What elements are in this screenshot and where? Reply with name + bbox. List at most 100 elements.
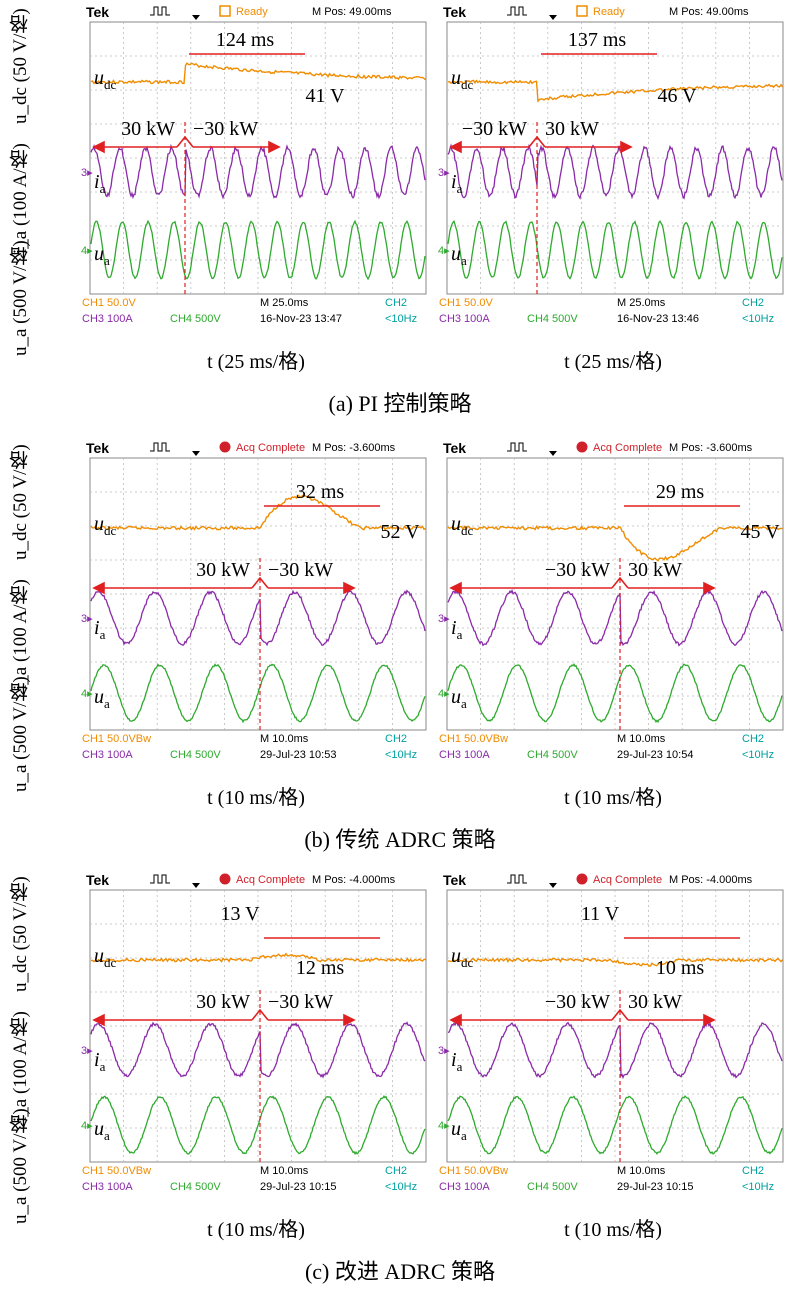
capture-date: 29-Jul-23 10:53 [260,749,336,761]
trigger-icon [507,6,527,16]
mpos-text: M Pos: -4.000ms [312,874,396,886]
trigger-position-marker [192,451,200,456]
ch1-setting: CH1 50.0VBw [439,1165,508,1177]
udc-trace-label: udc [451,513,474,538]
trigger-position-marker [192,15,200,20]
scope-panel: Tek Acq Complete M Pos: -4.000ms 3▸ 4▸ udc ia u… [80,870,433,1203]
ia-trace [447,143,783,201]
capture-date: 29-Jul-23 10:15 [617,1181,693,1193]
ch4-setting: CH4 500V [527,1181,578,1193]
subfigure-caption: (b) 传统 ADRC 策略 [304,827,496,852]
trigger-position-marker [549,883,557,888]
acq-status-icon [219,441,231,453]
timebase-setting: M 25.0ms [617,297,666,309]
timebase-setting: M 10.0ms [260,733,309,745]
ch1-setting: CH1 50.0VBw [82,733,151,745]
ch3-setting: CH3 100A [439,313,490,325]
udc-trace [90,952,426,963]
y-axis-label-ua: u_a (500 V/格) [10,1108,31,1224]
ch4-setting: CH4 500V [527,313,578,325]
timebase-setting: M 10.0ms [617,733,666,745]
graticule-grid [90,22,426,294]
trigger-position-marker [549,451,557,456]
ia-trace [90,589,426,647]
power-after-label: 30 kW [628,991,682,1013]
tek-logo: Tek [86,440,109,456]
timebase-setting: M 25.0ms [260,297,309,309]
ia-trace-label: ia [451,1049,463,1074]
trigger-frequency: <10Hz [742,749,774,761]
power-step-arrows [449,135,633,154]
scope-panel: Tek Acq Complete M Pos: -3.600ms 3▸ 4▸ udc ia u… [437,438,790,771]
ch1-setting: CH1 50.0V [439,297,493,309]
ch4-marker: 4▸ [81,688,93,700]
tek-logo: Tek [443,440,466,456]
power-before-label: −30 kW [462,118,527,140]
scope-panel: Tek Ready M Pos: 49.00ms 3▸ 4▸ udc ia ua −30 kW 3… [437,2,790,335]
voltage-deviation-annotation: 13 V [220,903,260,925]
acq-status-icon [576,441,588,453]
status-text: Ready [593,6,625,18]
capture-date: 29-Jul-23 10:54 [617,749,693,761]
voltage-deviation-annotation: 41 V [305,85,345,107]
capture-date: 16-Nov-23 13:46 [617,313,699,325]
y-axis-label-ua: u_a (500 V/格) [10,240,31,356]
graticule-grid [447,458,783,730]
ch3-setting: CH3 100A [439,1181,490,1193]
ch4-setting: CH4 500V [170,749,221,761]
ch4-setting: CH4 500V [170,313,221,325]
power-after-label: −30 kW [268,559,333,581]
timebase-setting: M 10.0ms [260,1165,309,1177]
power-before-label: 30 kW [121,118,175,140]
power-after-label: −30 kW [268,991,333,1013]
ch3-setting: CH3 100A [82,749,133,761]
ia-trace-label: ia [94,617,106,642]
trigger-frequency: <10Hz [385,1181,417,1193]
ch4-setting: CH4 500V [527,749,578,761]
graticule-grid [90,890,426,1162]
trigger-icon [150,874,170,884]
ch2-setting: CH2 [742,733,764,745]
power-after-label: 30 kW [628,559,682,581]
y-axis-label-udc: u_dc (50 V/格) [10,876,31,992]
trigger-position-marker [192,883,200,888]
y-axis-label-udc: u_dc (50 V/格) [10,8,31,124]
ch2-setting: CH2 [742,297,764,309]
ch3-setting: CH3 100A [82,1181,133,1193]
trigger-icon [507,874,527,884]
timebase-setting: M 10.0ms [617,1165,666,1177]
udc-trace-label: udc [451,945,474,970]
ia-trace-label: ia [451,171,463,196]
power-step-arrows [449,1008,716,1027]
udc-trace [447,957,784,967]
ua-trace-label: ua [451,1118,467,1143]
ua-trace [90,219,426,281]
ua-trace [447,663,783,724]
time-axis-label: t (25 ms/格) [207,351,305,373]
scope-panel: Tek Acq Complete M Pos: -4.000ms 3▸ 4▸ udc ia u… [437,870,790,1203]
ia-trace [90,143,426,200]
ua-trace [90,1095,426,1156]
ch4-marker: 4▸ [438,688,450,700]
ch1-setting: CH1 50.0VBw [439,733,508,745]
tek-logo: Tek [443,4,466,20]
ch3-setting: CH3 100A [82,313,133,325]
ch2-setting: CH2 [385,297,407,309]
udc-trace [90,62,426,85]
ua-trace-label: ua [94,686,110,711]
ch3-setting: CH3 100A [439,749,490,761]
power-before-label: 30 kW [196,559,250,581]
scope-screen: Tek Acq Complete M Pos: -3.600ms 3▸ 4▸ udc ia u… [438,440,784,761]
ch4-marker: 4▸ [81,245,93,257]
udc-trace-label: udc [451,67,474,92]
udc-trace-label: udc [94,513,117,538]
trigger-frequency: <10Hz [385,313,417,325]
recovery-time-annotation: 32 ms [296,481,345,503]
power-step-arrows [92,576,356,595]
power-before-label: −30 kW [545,991,610,1013]
mpos-text: M Pos: -3.600ms [669,442,753,454]
trigger-frequency: <10Hz [742,313,774,325]
udc-trace-label: udc [94,67,117,92]
status-text: Acq Complete [593,442,662,454]
ch1-setting: CH1 50.0V [82,297,136,309]
